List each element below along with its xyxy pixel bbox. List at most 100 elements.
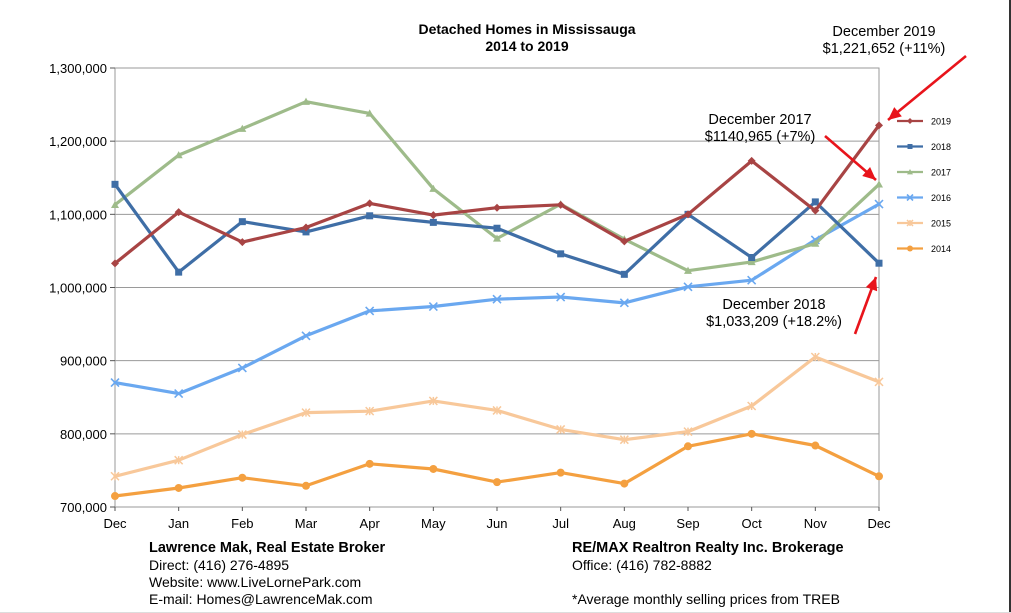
brokerage-name: RE/MAX Realtron Realty Inc. Brokerage <box>572 540 844 556</box>
legend-label: 2017 <box>931 168 951 178</box>
annotation-value: $1,221,652 (+11%) <box>823 41 946 57</box>
data-point <box>619 435 629 445</box>
data-point <box>556 424 566 434</box>
data-point <box>748 254 756 262</box>
data-point <box>810 352 820 362</box>
data-point <box>174 208 183 217</box>
brokerage-office-phone: Office: (416) 782-8882 <box>572 557 712 573</box>
annotation-arrow-head <box>888 107 902 120</box>
data-point <box>365 306 375 316</box>
legend-entry-2016: 2016 <box>897 193 951 203</box>
data-point <box>811 198 819 206</box>
data-point <box>556 468 565 477</box>
y-tick-label: 900,000 <box>60 354 107 369</box>
data-point <box>174 455 184 465</box>
data-point <box>875 180 883 188</box>
legend-entry-2019: 2019 <box>897 117 951 127</box>
data-point-stroke <box>301 331 311 341</box>
data-point <box>619 298 629 308</box>
x-tick-label: Jun <box>487 516 508 531</box>
data-point <box>906 219 914 227</box>
y-tick-label: 700,000 <box>60 500 107 515</box>
data-point <box>556 200 565 209</box>
x-tick-label: Jul <box>552 516 569 531</box>
legend-label: 2016 <box>931 193 951 203</box>
legend-entry-2014: 2014 <box>897 244 951 254</box>
data-point <box>493 203 501 212</box>
data-point-stroke <box>428 301 438 312</box>
series-line-2014 <box>113 432 881 498</box>
data-point <box>620 237 629 246</box>
data-point <box>557 250 565 258</box>
data-point <box>110 471 120 481</box>
broker-email: E-mail: Homes@LawrenceMak.com <box>149 591 373 607</box>
data-point <box>365 199 374 208</box>
data-point <box>429 218 437 226</box>
data-point <box>620 479 629 488</box>
data-point-stroke <box>237 363 247 373</box>
data-point-stroke <box>556 292 566 302</box>
legend-label: 2015 <box>931 219 951 229</box>
x-tick-label: Apr <box>360 516 381 531</box>
data-point <box>302 481 310 490</box>
data-point <box>874 199 884 209</box>
series-line-2019 <box>113 123 881 265</box>
data-point <box>111 492 119 501</box>
series-line-2015 <box>113 355 881 478</box>
data-point <box>492 294 502 304</box>
annotation-arrow-head <box>865 277 878 292</box>
data-point <box>747 401 757 411</box>
data-point-stroke <box>492 294 502 304</box>
chart-subtitle: 2014 to 2019 <box>485 38 568 54</box>
data-source-note: *Average monthly selling prices from TRE… <box>572 591 840 607</box>
annotation-label: December 2019 <box>832 24 935 40</box>
annotation-value: $1,033,209 (+18.2%) <box>706 314 842 330</box>
data-point <box>238 218 246 226</box>
data-point <box>111 200 119 209</box>
data-point <box>875 121 883 130</box>
data-point <box>875 259 883 267</box>
data-point <box>429 464 438 473</box>
data-point <box>301 408 311 418</box>
x-tick-label: Aug <box>613 516 636 531</box>
data-point <box>302 223 310 232</box>
data-point <box>429 211 438 220</box>
annotation-value: $1140,965 (+7%) <box>705 129 816 145</box>
series-2016 <box>110 199 884 399</box>
data-point <box>237 430 247 440</box>
series-2018 <box>111 180 883 278</box>
data-point-stroke <box>365 306 375 316</box>
data-point-stroke <box>906 193 914 202</box>
series-2019 <box>111 121 883 268</box>
data-point <box>365 109 374 117</box>
data-point <box>907 245 913 252</box>
series-2017 <box>111 97 883 274</box>
frame-edge <box>1009 0 1011 613</box>
annotation-arrow-shaft <box>887 54 967 122</box>
data-point <box>302 97 310 105</box>
data-point <box>365 406 375 416</box>
data-point <box>428 301 438 312</box>
data-point <box>238 124 247 132</box>
data-point <box>493 478 501 487</box>
data-point <box>907 169 913 175</box>
data-point <box>811 239 820 247</box>
data-point <box>620 270 628 278</box>
data-point <box>683 282 693 292</box>
data-point <box>174 151 183 159</box>
data-point-stroke <box>619 298 629 308</box>
data-point <box>174 483 183 492</box>
data-point <box>906 193 914 202</box>
data-point <box>301 331 311 341</box>
data-point <box>429 184 438 192</box>
x-tick-label: Dec <box>867 516 891 531</box>
x-tick-label: Jan <box>168 516 189 531</box>
data-point <box>811 441 820 450</box>
legend-label: 2019 <box>931 117 951 127</box>
data-point <box>747 156 756 165</box>
data-point-stroke <box>174 389 184 399</box>
x-tick-label: Mar <box>295 516 318 531</box>
data-point <box>747 275 757 285</box>
annotation-3: December 2018$1,033,209 (+18.2%) <box>706 276 878 335</box>
